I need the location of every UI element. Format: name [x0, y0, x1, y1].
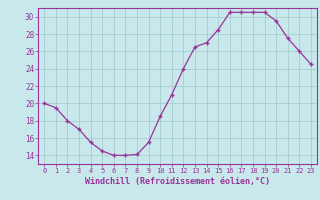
- X-axis label: Windchill (Refroidissement éolien,°C): Windchill (Refroidissement éolien,°C): [85, 177, 270, 186]
